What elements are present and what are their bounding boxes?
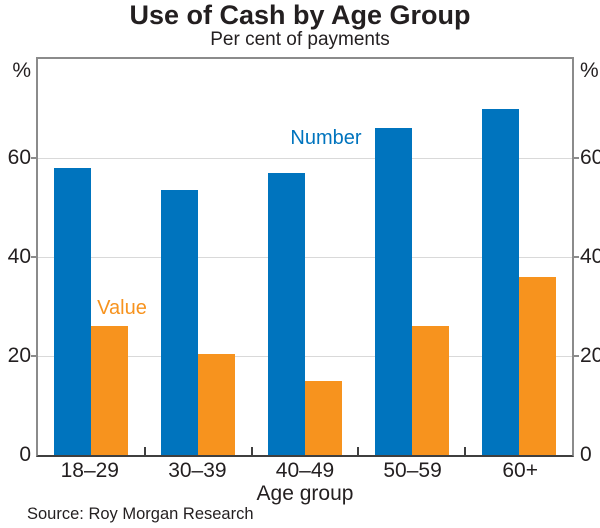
x-category-label-30–39: 30–39 <box>168 459 227 482</box>
x-boundary-tick-3 <box>357 447 360 455</box>
bar-number-60+ <box>481 108 519 455</box>
x-axis-category-labels: 18–29 30–39 40–49 50–59 60+ <box>36 459 574 483</box>
y-tick-label-left-0: 0 <box>19 443 31 466</box>
outside-tick-right-60 <box>574 157 579 159</box>
y-tick-label-left-20: 20 <box>7 344 31 367</box>
bar-value-18–29 <box>91 326 129 455</box>
y-axis-unit-left: % <box>12 59 31 82</box>
x-category-label-60+: 60+ <box>502 459 538 482</box>
x-boundary-tick-4 <box>464 447 467 455</box>
bar-value-50–59 <box>411 326 449 455</box>
y-axis-right: % 0 20 40 60 <box>580 0 600 528</box>
bar-number-30–39 <box>161 190 199 455</box>
y-tick-label-right-60: 60 <box>580 146 600 169</box>
y-axis-left: % 0 20 40 60 <box>0 0 31 528</box>
y-tick-label-left-60: 60 <box>7 146 31 169</box>
category-group-60+ <box>465 59 572 455</box>
x-axis-title: Age group <box>256 482 354 505</box>
y-tick-label-left-40: 40 <box>7 245 31 268</box>
x-category-label-18–29: 18–29 <box>60 459 119 482</box>
y-tick-label-right-0: 0 <box>580 443 592 466</box>
bar-number-50–59 <box>374 128 412 455</box>
x-category-label-40–49: 40–49 <box>275 459 335 482</box>
category-group-18–29 <box>38 59 145 455</box>
y-tick-label-right-20: 20 <box>580 344 600 367</box>
outside-tick-left-20 <box>31 355 36 357</box>
outside-tick-left-60 <box>31 157 36 159</box>
x-boundary-tick-1 <box>143 447 146 455</box>
category-group-30–39 <box>145 59 252 455</box>
bar-series-container <box>38 59 572 455</box>
outside-tick-left-40 <box>31 256 36 258</box>
outside-tick-right-20 <box>574 355 579 357</box>
chart-subtitle: Per cent of payments <box>210 29 390 50</box>
x-boundary-tick-2 <box>250 447 253 455</box>
gridline-20 <box>38 356 572 357</box>
category-group-40–49 <box>252 59 359 455</box>
y-axis-unit-right: % <box>580 59 599 82</box>
bar-value-30–39 <box>198 353 236 455</box>
plot-area <box>36 57 574 457</box>
source-note: Source: Roy Morgan Research <box>27 505 254 523</box>
bar-number-40–49 <box>267 172 305 455</box>
gridline-60 <box>38 158 572 159</box>
x-category-label-50–59: 50–59 <box>383 459 442 482</box>
y-tick-label-right-40: 40 <box>580 245 600 268</box>
bar-value-40–49 <box>304 380 342 455</box>
chart-title: Use of Cash by Age Group <box>129 0 471 30</box>
bar-number-18–29 <box>54 167 92 455</box>
series-label-value: Value <box>97 297 147 319</box>
outside-tick-right-40 <box>574 256 579 258</box>
series-label-number: Number <box>290 127 362 149</box>
gridline-40 <box>38 257 572 258</box>
bar-value-60+ <box>518 276 556 455</box>
category-group-50–59 <box>358 59 465 455</box>
